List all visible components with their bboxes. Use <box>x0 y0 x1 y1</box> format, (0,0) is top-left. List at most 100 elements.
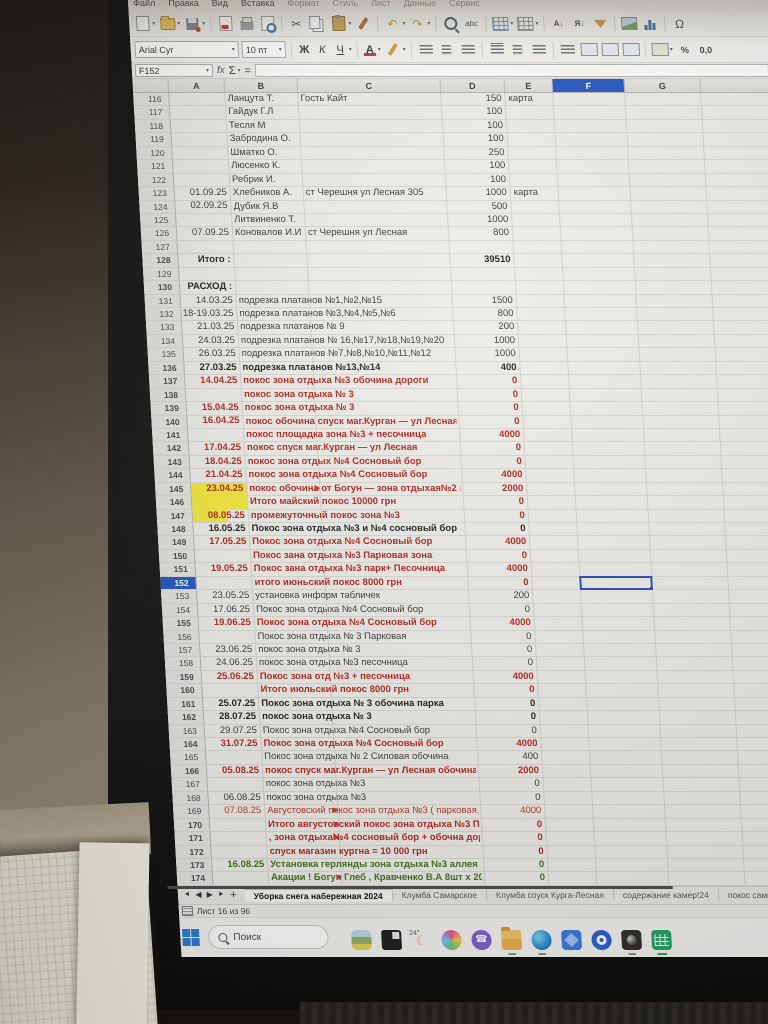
cell-g[interactable] <box>668 858 745 873</box>
cell-description[interactable]: установка информ табличек▶ <box>252 590 380 604</box>
cell-amount[interactable]: 200 <box>468 590 534 604</box>
cell-f[interactable] <box>578 549 652 564</box>
cell-description[interactable]: Покос зона отдыха №4 Сосновый бор▶ <box>261 738 444 752</box>
cell-address[interactable] <box>316 428 461 443</box>
menu-item[interactable]: Вид <box>211 0 229 8</box>
cell-note[interactable] <box>528 509 578 523</box>
cell-date[interactable]: 25.07.25 <box>203 698 260 712</box>
cell-amount[interactable]: 39510 <box>450 254 515 268</box>
find-replace-icon[interactable] <box>441 15 460 32</box>
cell-note[interactable] <box>529 536 579 550</box>
cell-description[interactable]: Покос зона отдыха № 2 Силовая обочина▶ <box>262 751 449 765</box>
cell-g[interactable] <box>643 428 721 443</box>
align-left-icon[interactable] <box>416 41 435 58</box>
cell-g[interactable] <box>664 791 742 806</box>
cell-description[interactable]: ▶ <box>234 267 309 282</box>
insert-image-icon[interactable] <box>620 15 639 32</box>
cell-h[interactable] <box>722 469 768 483</box>
cell-h[interactable] <box>725 536 768 550</box>
cell-note[interactable] <box>537 670 587 685</box>
cell-note[interactable] <box>526 482 576 497</box>
cell-note[interactable] <box>513 240 563 255</box>
cell-note[interactable] <box>519 348 569 362</box>
cell-description[interactable]: ▶ <box>235 281 310 295</box>
cell-f[interactable] <box>581 603 655 618</box>
cell-address[interactable] <box>334 738 479 752</box>
cell-amount[interactable]: 1000 <box>454 334 520 349</box>
row-header[interactable]: 129 <box>142 267 180 282</box>
cell-h[interactable] <box>718 402 768 416</box>
cell-note[interactable] <box>523 428 573 443</box>
cell-date[interactable] <box>199 630 257 644</box>
camera-icon[interactable] <box>621 930 643 956</box>
cell-amount[interactable]: 0 <box>466 549 532 564</box>
cell-g[interactable] <box>648 509 726 523</box>
cell-f[interactable] <box>579 575 653 591</box>
cell-h[interactable] <box>722 482 768 497</box>
cell-amount[interactable]: 1000 <box>447 213 513 228</box>
menu-item[interactable]: Вставка <box>240 0 275 8</box>
cell-f[interactable] <box>591 778 665 792</box>
cell-description[interactable]: подрезка платанов №7,№8,№10,№11,№12▶ <box>239 348 431 362</box>
cell-h[interactable] <box>740 791 768 806</box>
cell-description[interactable]: Покос зона отдыха №4 Сосновый бор▶ <box>260 724 430 738</box>
row-header[interactable]: 157 <box>164 643 201 658</box>
cell-address[interactable] <box>314 388 459 403</box>
cell-note[interactable] <box>547 845 597 859</box>
cell-f[interactable] <box>595 845 669 859</box>
row-header[interactable]: 165 <box>170 751 207 765</box>
cell-amount[interactable]: 0 <box>482 832 548 846</box>
cell-note[interactable] <box>548 872 598 886</box>
cell-g[interactable] <box>628 146 705 161</box>
cell-note[interactable] <box>531 563 581 577</box>
cell-h[interactable] <box>707 213 768 228</box>
cell-date[interactable]: 31.07.25 <box>205 738 263 752</box>
edge-icon[interactable] <box>531 930 553 956</box>
cell-address[interactable] <box>313 361 457 376</box>
cell-description[interactable]: Итого августовский покос зона отдыха №3 … <box>265 818 479 833</box>
column-header-c[interactable]: C <box>297 79 442 92</box>
cell-date[interactable]: 16.08.25 <box>212 859 269 873</box>
cell-g[interactable] <box>629 173 707 188</box>
cell-address[interactable] <box>341 872 486 886</box>
cell-g[interactable] <box>662 751 739 765</box>
cell-date[interactable]: 01.09.25 <box>174 187 232 201</box>
cell-f[interactable] <box>580 590 654 604</box>
cell-date[interactable] <box>211 845 269 859</box>
cell-h[interactable] <box>739 778 768 792</box>
insert-chart-icon[interactable] <box>641 15 660 32</box>
cell-g[interactable] <box>653 603 731 618</box>
file-explorer-icon[interactable] <box>501 930 523 956</box>
cell-description[interactable]: покос зона отдыха №4 Сосновый бор▶ <box>246 469 428 483</box>
cell-note[interactable] <box>517 308 566 322</box>
row-header[interactable]: 123 <box>138 187 176 201</box>
cell-amount[interactable]: 0 <box>475 697 540 712</box>
cell-address[interactable] <box>324 563 469 577</box>
cell-g[interactable] <box>646 482 724 497</box>
cell-f[interactable] <box>553 93 626 107</box>
function-wizard-icon[interactable]: fx <box>216 65 226 76</box>
cell-date[interactable] <box>169 106 227 120</box>
cell-address[interactable] <box>317 442 462 456</box>
cell-f[interactable] <box>584 643 657 658</box>
cell-description[interactable]: подрезка платанов №3,№4,№5,№6▶ <box>237 308 396 322</box>
cell-f[interactable] <box>588 724 662 738</box>
cell-description[interactable]: Тесля М▶ <box>226 119 301 134</box>
cell-note[interactable] <box>539 711 589 725</box>
cell-g[interactable] <box>661 738 739 752</box>
cell-date[interactable] <box>177 240 235 255</box>
cell-amount[interactable]: 0 <box>464 509 530 523</box>
cell-g[interactable] <box>652 590 730 604</box>
cell-description[interactable]: покос зона отдыха №3 обочина дороги▶ <box>240 375 429 389</box>
cell-amount[interactable]: 400 <box>456 361 521 376</box>
copy-icon[interactable] <box>308 15 327 32</box>
cell-date[interactable] <box>206 751 263 765</box>
cell-f[interactable] <box>583 630 657 644</box>
cell-f[interactable] <box>563 281 637 295</box>
cell-description[interactable]: подрезка платанов №13,№14▶ <box>240 361 381 376</box>
cut-icon[interactable]: ✂ <box>290 16 302 31</box>
cell-amount[interactable]: 100 <box>442 119 508 134</box>
cell-address[interactable] <box>341 858 485 873</box>
cell-amount[interactable]: 0 <box>460 442 526 456</box>
cell-description[interactable]: Итого июльский покос 8000 грн▶ <box>258 684 409 698</box>
